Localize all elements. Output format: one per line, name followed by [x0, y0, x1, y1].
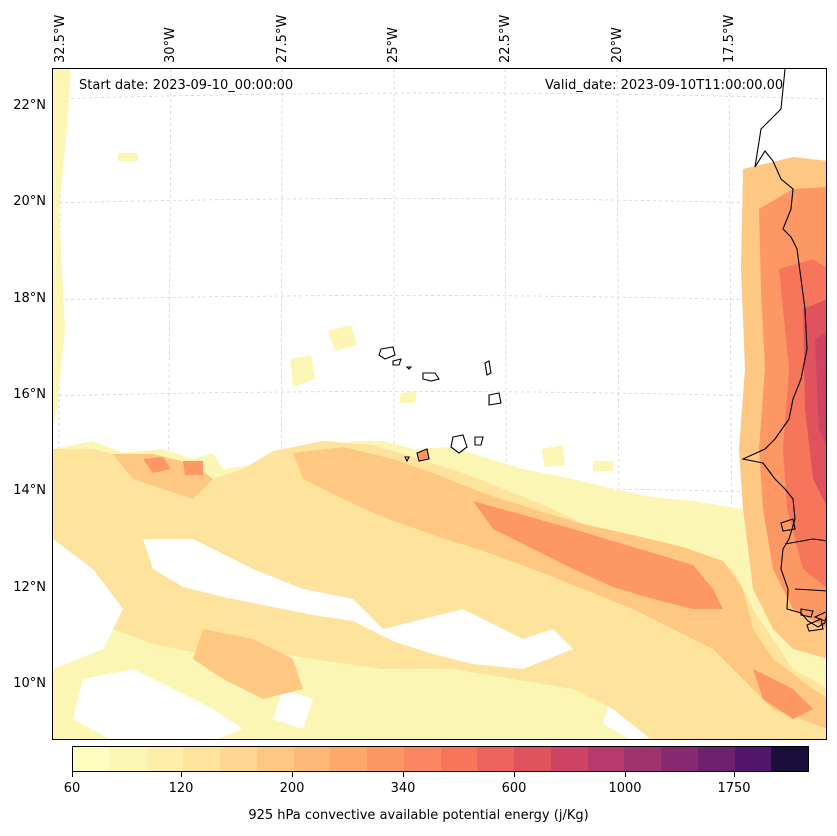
lat-label: 18°N — [13, 291, 46, 306]
start-date-label: Start date: 2023-09-10_00:00:00 — [79, 78, 294, 93]
colorbar-swatch — [367, 747, 404, 771]
lon-label: 22.5°W — [498, 14, 513, 63]
colorbar-swatch — [109, 747, 147, 771]
colorbar-swatch — [587, 747, 625, 771]
colorbar-swatch — [440, 747, 478, 771]
cape-contours — [53, 69, 826, 739]
colorbar-tick — [734, 772, 735, 777]
lon-label: 27.5°W — [275, 14, 290, 63]
lon-label: 30°W — [163, 27, 178, 63]
colorbar-swatch — [661, 747, 698, 771]
colorbar-swatch — [514, 747, 551, 771]
colorbar-swatch — [146, 747, 184, 771]
colorbar-tick — [625, 772, 626, 777]
colorbar-swatch — [624, 747, 661, 771]
colorbar-swatch — [403, 747, 441, 771]
colorbar-title: 925 hPa convective available potential e… — [248, 808, 589, 823]
cape-verde-islands — [378, 346, 502, 463]
colorbar-tick — [292, 772, 293, 777]
lon-label: 25°W — [386, 27, 401, 63]
colorbar-tick — [181, 772, 182, 777]
colorbar-tick — [514, 772, 515, 777]
lat-label: 12°N — [13, 580, 46, 595]
colorbar-tick-label: 1750 — [717, 781, 751, 796]
colorbar-swatch — [293, 747, 331, 771]
lon-label: 17.5°W — [722, 14, 737, 63]
map-panel[interactable] — [52, 68, 827, 740]
colorbar-swatch — [220, 747, 257, 771]
colorbar-swatch — [477, 747, 514, 771]
lat-label: 10°N — [13, 676, 46, 691]
colorbar-tick-label: 60 — [63, 781, 81, 796]
lat-label: 16°N — [13, 387, 46, 402]
colorbar-swatch — [73, 747, 110, 771]
colorbar-tick-label: 1000 — [608, 781, 642, 796]
colorbar-tick — [72, 772, 73, 777]
colorbar — [72, 746, 809, 772]
colorbar-tick-label: 600 — [501, 781, 527, 796]
colorbar-tick-label: 340 — [390, 781, 416, 796]
colorbar-swatch — [697, 747, 735, 771]
lon-label: 32.5°W — [53, 14, 68, 63]
colorbar-swatch — [183, 747, 220, 771]
colorbar-swatch — [771, 747, 808, 771]
valid-date-label: Valid_date: 2023-09-10T11:00:00.00 — [545, 78, 784, 93]
lat-label: 22°N — [13, 98, 46, 113]
colorbar-swatch — [734, 747, 772, 771]
cape-map — [53, 69, 826, 739]
colorbar-swatch — [256, 747, 294, 771]
lat-label: 20°N — [13, 194, 46, 209]
colorbar-tick-label: 120 — [168, 781, 194, 796]
colorbar-swatch — [550, 747, 588, 771]
coastlines — [741, 69, 826, 632]
colorbar-swatch — [330, 747, 367, 771]
lat-label: 14°N — [13, 483, 46, 498]
colorbar-tick-label: 200 — [279, 781, 305, 796]
colorbar-tick — [403, 772, 404, 777]
lon-label: 20°W — [610, 27, 625, 63]
